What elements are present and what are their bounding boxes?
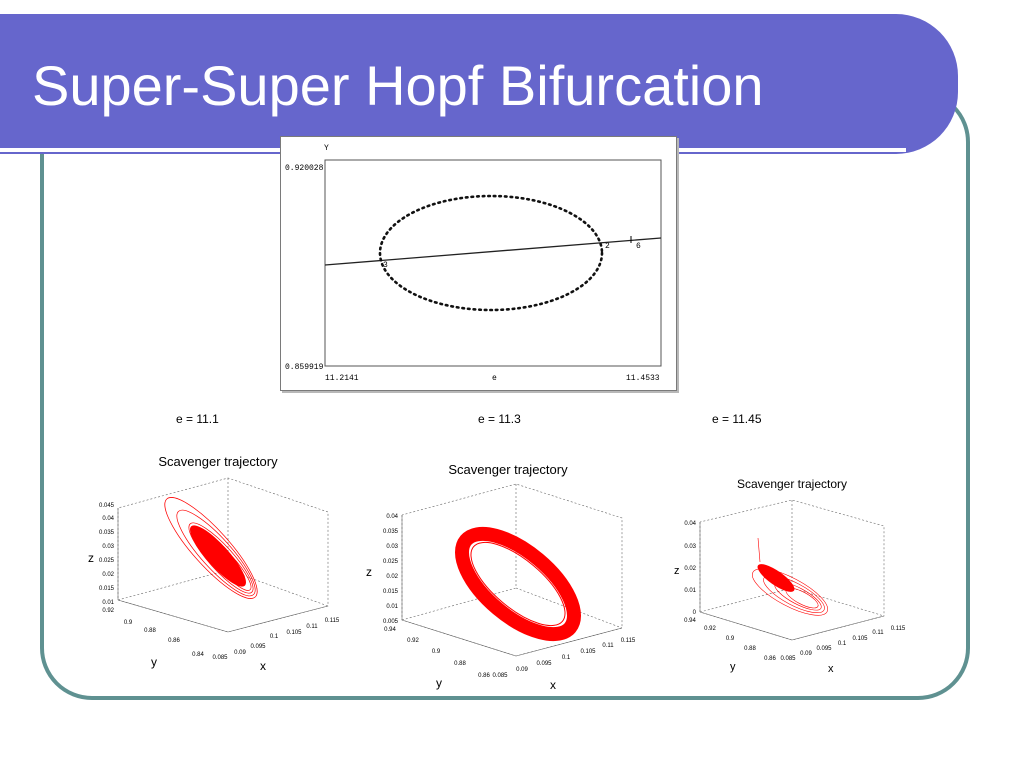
slide-title: Super-Super Hopf Bifurcation: [32, 54, 764, 117]
x-min-label: 11.2141: [325, 374, 359, 383]
x-axis-label: x: [550, 678, 556, 692]
z-tick: 0.025: [99, 558, 115, 564]
bifurcation-plot: Y 0.920028 0.859919 11.2141 e 11.4533 3 …: [285, 144, 662, 383]
plot-frame: [324, 159, 662, 367]
z-tick: 0.045: [99, 503, 115, 509]
y-tick: 0.9: [432, 649, 441, 655]
y-tick: 0.86: [168, 638, 180, 644]
y-tick: 0.92: [704, 626, 716, 632]
y-tick: 0.94: [684, 618, 696, 624]
z-tick: 0.035: [99, 530, 115, 536]
z-tick: 0.02: [386, 574, 398, 580]
z-axis-label: z: [88, 551, 94, 565]
y-tick: 0.9: [124, 620, 133, 626]
x-tick: 0.115: [325, 618, 340, 624]
x-tick: 0.09: [800, 651, 812, 657]
x-tick: 0.105: [852, 636, 868, 642]
y-tick: 0.88: [454, 661, 466, 667]
y-tick: 0.86: [764, 656, 776, 662]
x-axis-label: e: [492, 374, 497, 383]
equilibrium-branch: [324, 237, 662, 266]
x-tick: 0.11: [602, 643, 614, 649]
z-axis-label: z: [674, 565, 680, 577]
x-tick: 0.105: [286, 630, 302, 636]
y-tick: 0.92: [407, 638, 419, 644]
x-tick: 0.085: [492, 673, 508, 679]
z-tick: 0.025: [383, 559, 399, 565]
z-tick: 0.035: [383, 529, 399, 535]
z-tick: 0.01: [386, 604, 398, 610]
trajectory-plot-3: Scavenger trajectory 0.04 0.03 0.02 0.01…: [672, 474, 912, 684]
x-tick: 0.09: [516, 667, 528, 673]
x-tick: 0.1: [838, 641, 847, 647]
caption-e-11-1: e = 11.1: [176, 412, 219, 426]
z-tick: 0.01: [684, 588, 696, 594]
y-axis-label: y: [151, 655, 157, 669]
y-tick: 0.9: [726, 636, 735, 642]
z-axis-label: z: [366, 565, 372, 579]
y-tick: 0.88: [744, 646, 756, 652]
z-tick: 0.03: [684, 544, 696, 550]
z-tick: 0: [693, 610, 697, 616]
y-tick: 0.86: [478, 673, 490, 679]
z-tick: 0.02: [684, 566, 696, 572]
bifurcation-diagram: Y 0.920028 0.859919 11.2141 e 11.4533 3 …: [280, 136, 677, 391]
x-max-label: 11.4533: [626, 374, 660, 383]
z-tick: 0.04: [684, 521, 696, 527]
caption-e-11-3: e = 11.3: [478, 412, 521, 426]
y-tick: 0.84: [192, 652, 204, 658]
x-axis-label: x: [260, 659, 266, 673]
x-tick: 0.11: [306, 624, 318, 630]
trajectory-fill-1: [190, 525, 246, 587]
trajectory-title: Scavenger trajectory: [737, 477, 847, 491]
x-tick: 0.095: [536, 661, 552, 667]
z-tick: 0.015: [99, 586, 115, 592]
x-tick: 0.1: [562, 655, 571, 661]
y-axis-label: y: [730, 661, 736, 673]
trajectory-fill-3: [757, 564, 795, 592]
periodic-orbit-branch: [378, 194, 604, 312]
point-label-6: 6: [636, 242, 641, 251]
point-label-2: 2: [605, 242, 610, 251]
point-label-3: 3: [383, 261, 388, 270]
z-tick: 0.01: [102, 600, 114, 606]
z-tick: 0.04: [102, 516, 114, 522]
caption-e-11-45: e = 11.45: [712, 412, 762, 426]
trajectory-plot-2: Scavenger trajectory 0.04 0.035 0.03 0.0…: [360, 460, 645, 695]
x-tick: 0.115: [891, 626, 906, 632]
z-tick: 0.015: [383, 589, 399, 595]
x-tick: 0.095: [250, 644, 266, 650]
x-tick: 0.085: [780, 656, 796, 662]
y-tick: 0.88: [144, 628, 156, 634]
x-tick: 0.095: [816, 646, 832, 652]
z-tick: 0.02: [102, 572, 114, 578]
trajectory-title: Scavenger trajectory: [448, 462, 568, 477]
y-tick: 0.92: [102, 608, 114, 614]
x-axis-label: x: [828, 663, 834, 675]
trajectory-plot-1: Scavenger trajectory 0.045 0.04 0.035 0.…: [78, 450, 353, 680]
y-axis-label: Y: [324, 144, 329, 153]
x-tick: 0.085: [212, 655, 228, 661]
z-tick: 0.03: [102, 544, 114, 550]
trajectory-title: Scavenger trajectory: [158, 454, 278, 469]
z-tick: 0.005: [383, 619, 399, 625]
trajectory-ring-2: [454, 526, 582, 642]
y-max-label: 0.920028: [285, 164, 324, 173]
y-axis-label: y: [436, 676, 442, 690]
y-tick: 0.94: [384, 627, 396, 633]
x-tick: 0.115: [621, 638, 636, 644]
y-min-label: 0.859919: [285, 363, 324, 372]
x-tick: 0.105: [580, 649, 596, 655]
x-tick: 0.1: [270, 634, 279, 640]
x-tick: 0.11: [872, 630, 884, 636]
x-tick: 0.09: [234, 650, 246, 656]
z-tick: 0.04: [386, 514, 398, 520]
z-tick: 0.03: [386, 544, 398, 550]
title-bar: Super-Super Hopf Bifurcation: [0, 14, 958, 154]
